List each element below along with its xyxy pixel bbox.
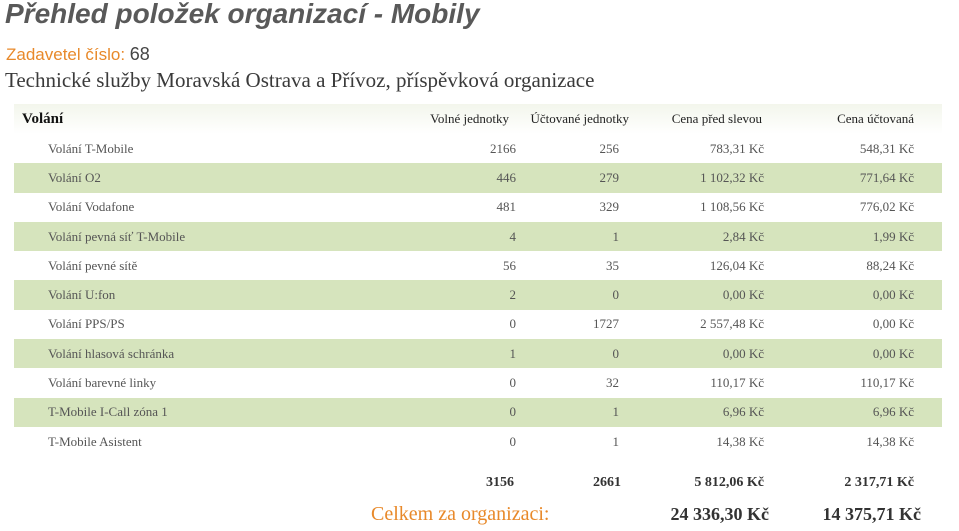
row-name: Volání barevné linky — [48, 375, 157, 391]
row-billed-units: 279 — [599, 169, 620, 185]
column-header-billed-units: Účtované jednotky — [530, 111, 629, 126]
row-billed-units: 329 — [599, 199, 620, 215]
table-row: Volání U:fon 2 0 0,00 Kč 0,00 Kč — [14, 280, 942, 310]
section-heading: Volání — [22, 110, 64, 127]
row-name: Volání pevné sítě — [48, 257, 138, 273]
row-free-units: 4 — [509, 228, 517, 244]
row-name: Volání Vodafone — [48, 199, 135, 215]
column-header-price-before-discount: Cena před slevou — [671, 111, 762, 126]
total-free-units: 3156 — [486, 475, 514, 490]
row-free-units: 2166 — [490, 140, 516, 156]
section-totals: 3156 2661 5 812,06 Kč 2 317,71 Kč — [14, 471, 942, 495]
row-price-before-discount: 126,04 Kč — [709, 257, 764, 273]
payer-label: Zadavetel číslo: — [6, 45, 126, 64]
row-price-charged: 6,96 Kč — [872, 404, 914, 420]
row-free-units: 0 — [509, 404, 517, 420]
column-header-free-units: Volné jednotky — [430, 111, 509, 126]
table-row: Volání T-Mobile 2166 256 783,31 Kč 548,31 Kč — [14, 134, 942, 163]
row-price-before-discount: 6,96 Kč — [722, 404, 764, 420]
row-price-charged: 0,00 Kč — [872, 316, 914, 332]
row-free-units: 446 — [496, 169, 517, 185]
table-row: Volání O2 446 279 1 102,32 Kč 771,64 Kč — [14, 163, 942, 193]
row-price-charged: 14,38 Kč — [866, 433, 914, 449]
payer-line: Zadavetel číslo: 68 — [6, 44, 150, 65]
row-free-units: 1 — [509, 345, 517, 361]
row-free-units: 0 — [509, 316, 517, 332]
table-header: Volání Volné jednotky Účtované jednotky … — [14, 104, 942, 134]
row-name: Volání O2 — [48, 169, 101, 185]
organization-total-before: 24 336,30 Kč — [670, 504, 770, 524]
row-free-units: 56 — [503, 257, 516, 273]
row-price-before-discount: 0,00 Kč — [722, 287, 764, 303]
calls-table: Volání Volné jednotky Účtované jednotky … — [14, 104, 942, 456]
row-price-before-discount: 0,00 Kč — [722, 345, 764, 361]
page-title: Přehled položek organizací - Mobily — [5, 0, 480, 29]
table-row: Volání Vodafone 481 329 1 108,56 Kč 776,02 K… — [14, 193, 942, 222]
row-name: T-Mobile I-Call zóna 1 — [48, 404, 168, 420]
row-price-charged: 1,99 Kč — [872, 228, 914, 244]
table-row: T-Mobile Asistent 0 1 14,38 Kč 14,38 Kč — [14, 427, 942, 456]
row-price-before-discount: 110,17 Kč — [710, 375, 764, 391]
row-name: T-Mobile Asistent — [48, 433, 142, 449]
row-price-before-discount: 1 102,32 Kč — [700, 169, 764, 185]
table-row: T-Mobile I-Call zóna 1 0 1 6,96 Kč 6,96 Kč — [14, 397, 942, 427]
row-name: Volání U:fon — [48, 287, 116, 303]
payer-number: 68 — [129, 44, 150, 64]
row-billed-units: 1 — [612, 228, 620, 244]
table-row: Volání barevné linky 0 32 110,17 Kč 110,17 K… — [14, 368, 942, 397]
row-billed-units: 0 — [612, 345, 620, 361]
row-price-charged: 776,02 Kč — [859, 199, 914, 215]
row-billed-units: 1 — [612, 404, 620, 420]
row-free-units: 0 — [509, 433, 517, 449]
column-header-price-charged: Cena účtovaná — [837, 111, 914, 126]
row-price-before-discount: 2,84 Kč — [722, 228, 764, 244]
total-price-charged: 2 317,71 Kč — [844, 475, 914, 490]
organization-total-charged: 14 375,71 Kč — [822, 504, 922, 524]
organization-total-label: Celkem za organizaci: — [371, 503, 550, 525]
row-price-before-discount: 14,38 Kč — [716, 433, 764, 449]
table-row: Volání pevná síť T-Mobile 4 1 2,84 Kč 1,99 K… — [14, 221, 942, 252]
row-billed-units: 0 — [612, 287, 620, 303]
row-price-charged: 548,31 Kč — [859, 140, 914, 156]
row-price-charged: 110,17 Kč — [860, 375, 914, 391]
row-price-before-discount: 783,31 Kč — [709, 140, 764, 156]
total-price-before-discount: 5 812,06 Kč — [694, 475, 764, 490]
row-billed-units: 1 — [612, 433, 620, 449]
row-price-charged: 0,00 Kč — [872, 345, 914, 361]
row-billed-units: 256 — [599, 140, 620, 156]
table-row: Volání PPS/PS 0 1727 2 557,48 Kč 0,00 Kč — [14, 310, 942, 339]
organization-name: Technické služby Moravská Ostrava a Přív… — [5, 68, 595, 92]
row-name: Volání hlasová schránka — [48, 345, 175, 361]
table-row: Volání hlasová schránka 1 0 0,00 Kč 0,00 Kč — [14, 339, 942, 369]
row-billed-units: 35 — [606, 257, 619, 273]
total-billed-units: 2661 — [593, 475, 621, 490]
row-free-units: 2 — [509, 287, 517, 303]
row-free-units: 0 — [509, 375, 517, 391]
row-free-units: 481 — [496, 199, 517, 215]
row-price-before-discount: 1 108,56 Kč — [700, 199, 764, 215]
row-name: Volání PPS/PS — [48, 316, 125, 332]
row-billed-units: 1727 — [593, 316, 619, 332]
row-price-before-discount: 2 557,48 Kč — [700, 316, 764, 332]
table-row: Volání pevné sítě 56 35 126,04 Kč 88,24 Kč — [14, 251, 942, 280]
row-name: Volání T-Mobile — [48, 140, 134, 156]
organization-total: Celkem za organizaci: 24 336,30 Kč 14 37… — [0, 503, 959, 531]
row-price-charged: 771,64 Kč — [859, 169, 914, 185]
row-price-charged: 0,00 Kč — [872, 287, 914, 303]
row-name: Volání pevná síť T-Mobile — [48, 228, 186, 244]
row-billed-units: 32 — [606, 375, 619, 391]
row-price-charged: 88,24 Kč — [866, 257, 914, 273]
